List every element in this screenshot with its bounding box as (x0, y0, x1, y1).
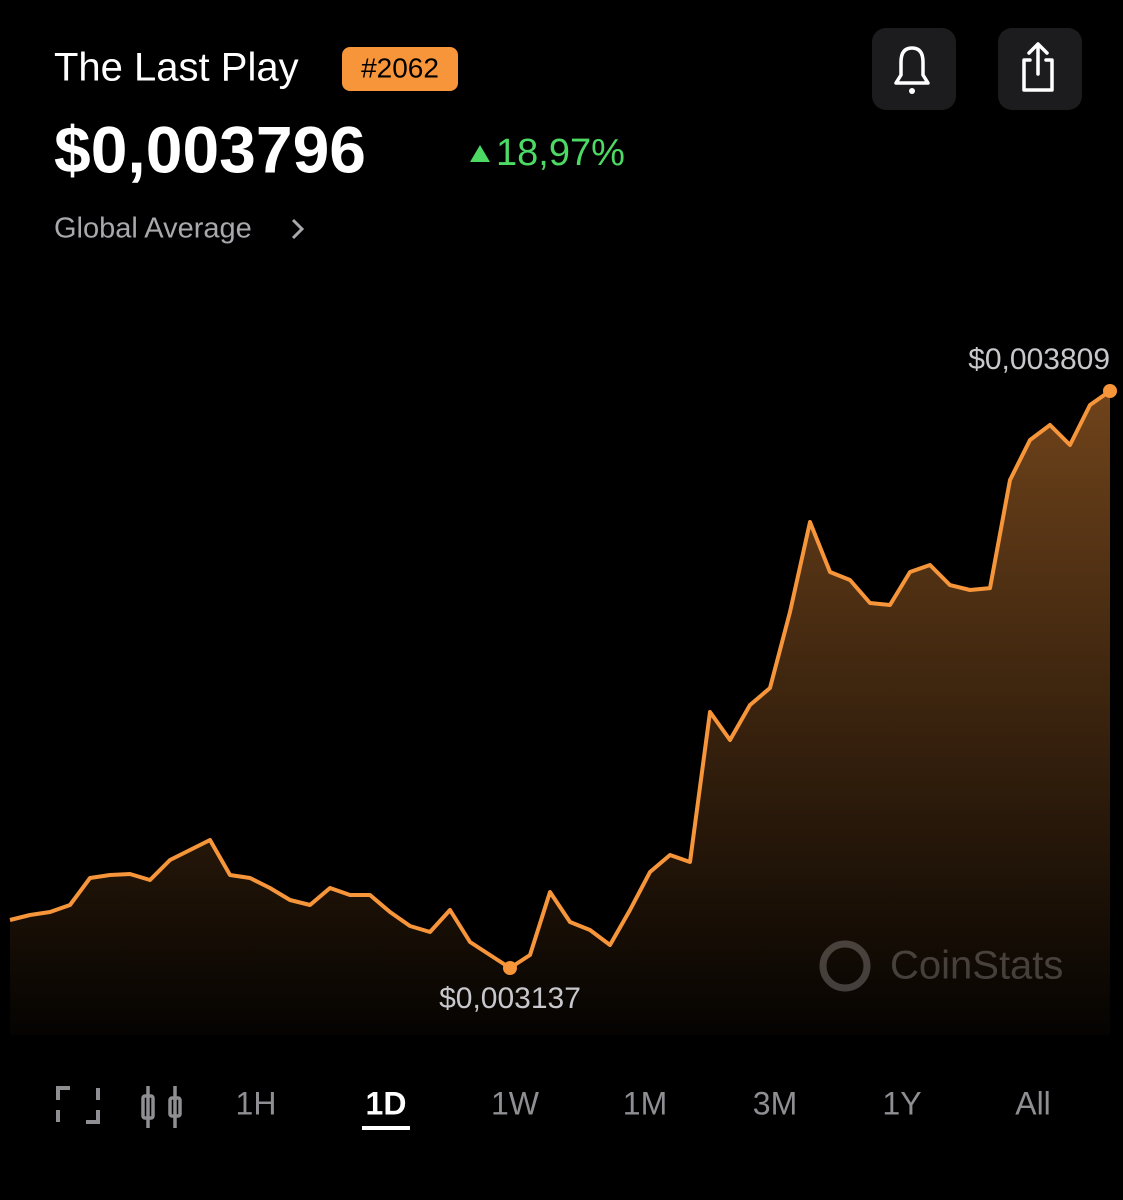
timeframe-tab[interactable]: 1M (623, 1085, 667, 1121)
extreme-label: $0,003809 (968, 343, 1110, 376)
share-icon (1022, 42, 1054, 92)
chevron (291, 218, 305, 240)
bell-clapper (909, 88, 915, 94)
rank-badge (342, 47, 458, 91)
timeframe-tab[interactable]: All (1015, 1085, 1051, 1121)
price-area (10, 391, 1110, 1035)
subtitle[interactable]: Global Average (54, 213, 252, 245)
coin-title: The Last Play (54, 46, 299, 90)
bell-bg (872, 28, 956, 110)
candle-icon[interactable] (141, 1086, 182, 1128)
timeframe-tab[interactable]: 1Y (882, 1085, 921, 1121)
extreme-label: $0,003137 (439, 982, 581, 1015)
up-arrow (470, 145, 490, 162)
bell-button[interactable] (872, 28, 956, 110)
price-change: 18,97% (496, 132, 625, 174)
extreme-dot (1103, 384, 1117, 398)
timeframe-tab[interactable]: 1W (491, 1085, 540, 1121)
price-line (9, 389, 1112, 970)
timeframe-tab[interactable]: 1D (366, 1085, 407, 1121)
fullscreen-icon[interactable] (56, 1086, 100, 1124)
share-bg (998, 28, 1082, 110)
timeframe-tab[interactable]: 3M (753, 1085, 797, 1121)
fullscreen-glyph (56, 1086, 100, 1124)
timeframe-tabs: 1H 1D 1W 1M 3M 1Y All (236, 1085, 1051, 1130)
rank-text: #2062 (361, 52, 439, 83)
extreme-dot (503, 961, 517, 975)
chart: CoinStats$0,003809$0,003137 (9, 343, 1117, 1035)
timeframe-tab[interactable]: 1H (236, 1085, 277, 1121)
tab-underline (362, 1126, 410, 1130)
bell-icon (894, 46, 930, 85)
price: $0,003796 (54, 112, 366, 186)
share-button[interactable] (998, 28, 1082, 110)
